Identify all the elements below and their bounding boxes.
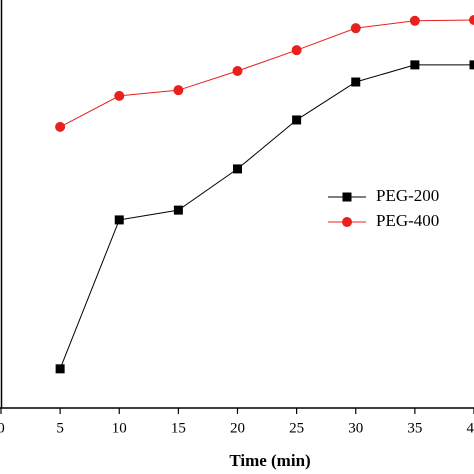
data-point xyxy=(173,85,184,96)
x-tick-label: 5 xyxy=(56,420,64,436)
legend-label: PEG-200 xyxy=(376,186,439,205)
x-tick-label: 35 xyxy=(407,420,422,436)
data-point xyxy=(410,60,420,70)
x-tick-label: 40 xyxy=(467,420,474,436)
data-point xyxy=(173,205,183,215)
x-tick-label: 30 xyxy=(348,420,363,436)
data-point xyxy=(233,164,242,174)
data-point xyxy=(55,121,66,132)
data-point xyxy=(55,364,65,374)
x-tick-label: 0 xyxy=(0,420,5,436)
legend-marker xyxy=(342,192,352,202)
data-point xyxy=(291,45,302,56)
x-tick-label: 10 xyxy=(112,420,127,436)
data-point xyxy=(114,90,125,101)
series-line xyxy=(59,19,474,128)
x-tick-label: 20 xyxy=(230,420,245,436)
x-tick-label: 25 xyxy=(289,420,304,436)
series-line xyxy=(59,64,474,370)
data-point xyxy=(469,14,474,25)
data-point xyxy=(114,215,124,225)
data-point xyxy=(409,15,420,26)
legend-marker xyxy=(342,217,352,227)
x-tick-label: 15 xyxy=(171,420,186,436)
data-point xyxy=(292,115,302,125)
data-point xyxy=(351,77,361,87)
legend-label: PEG-400 xyxy=(376,211,439,230)
data-point xyxy=(469,60,474,70)
x-axis-label: Time (min) xyxy=(229,451,310,470)
data-point xyxy=(232,65,243,76)
data-point xyxy=(350,23,361,34)
